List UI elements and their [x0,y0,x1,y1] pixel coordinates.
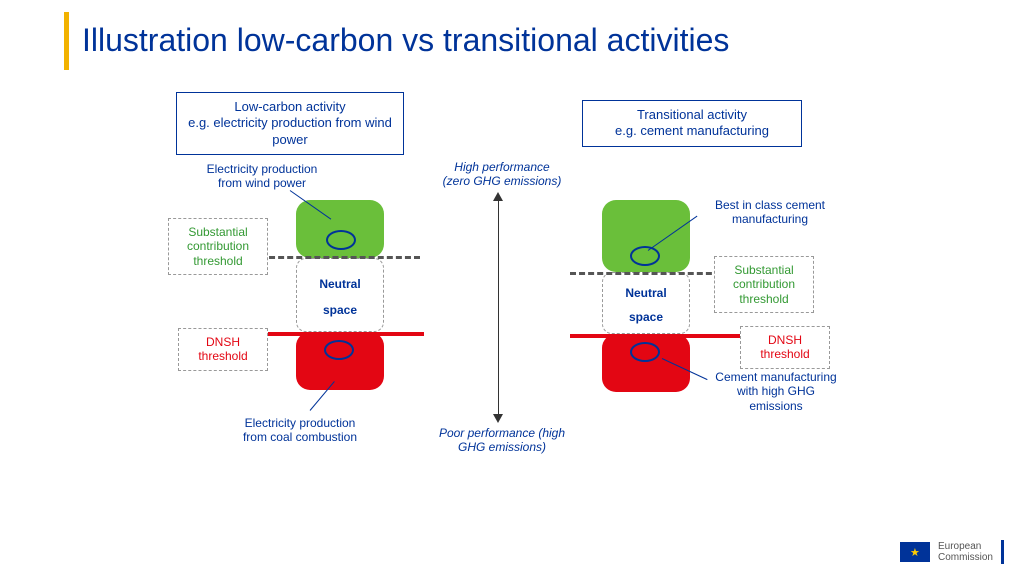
right-green-block [602,200,690,272]
right-top-label: Best in class cement manufacturing [700,198,840,227]
right-bottom-label: Cement manufacturing with high GHG emiss… [706,370,846,413]
right-dnsh-label: DNSH threshold [740,326,830,369]
footer-bar [1001,540,1004,564]
right-red-block [602,334,690,392]
header-left-l1: Low-carbon activity [234,99,345,114]
header-left-l2: e.g. electricity production from wind [188,115,392,130]
left-green-block [296,200,384,258]
right-neutral-block: Neutral space [602,272,690,334]
header-right-l1: Transitional activity [637,107,747,122]
left-top-label: Electricity production from wind power [198,162,326,191]
left-sc-line [260,256,420,259]
eu-flag-icon: ★ [900,542,930,562]
footer-logo: ★ EuropeanCommission [900,540,1004,564]
left-green-marker [326,230,356,250]
page-title: Illustration low-carbon vs transitional … [82,22,729,59]
left-bottom-label: Electricity production from coal combust… [230,416,370,445]
footer-text: EuropeanCommission [938,541,993,563]
left-dnsh-label: DNSH threshold [178,328,268,371]
right-sc-line [570,272,730,275]
left-red-marker [324,340,354,360]
arrow-down-icon [493,414,503,423]
left-sc-label: Substantial contribution threshold [168,218,268,275]
left-red-block [296,332,384,390]
accent-bar [64,12,69,70]
right-sc-label: Substantial contribution threshold [714,256,814,313]
right-green-marker [630,246,660,266]
left-neutral-block: Neutral space [296,258,384,332]
left-stack: Neutral space [296,200,384,390]
axis-top-label: High performance (zero GHG emissions) [432,160,572,189]
header-transitional: Transitional activity e.g. cement manufa… [582,100,802,147]
arrow-up-icon [493,192,503,201]
header-low-carbon: Low-carbon activity e.g. electricity pro… [176,92,404,155]
header-left-l3: power [272,132,307,147]
axis-bottom-label: Poor performance (high GHG emissions) [432,426,572,455]
header-right-l2: e.g. cement manufacturing [615,123,769,138]
right-red-marker [630,342,660,362]
performance-axis [498,198,499,416]
